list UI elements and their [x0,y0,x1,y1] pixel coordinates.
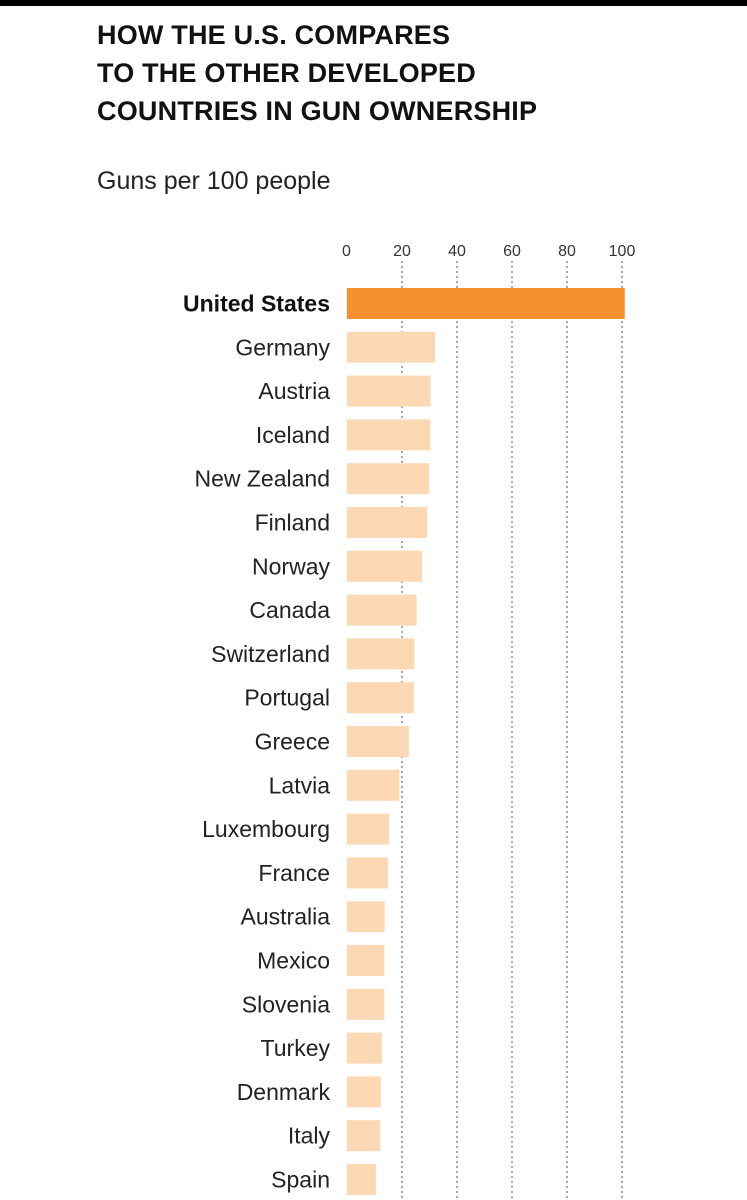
category-label-mexico: Mexico [257,948,330,974]
bar-latvia [347,769,400,801]
category-label-denmark: Denmark [237,1079,331,1105]
category-label-italy: Italy [288,1123,331,1149]
category-label-slovenia: Slovenia [242,991,330,1017]
category-label-spain: Spain [271,1167,330,1193]
bar-turkey [347,1032,382,1064]
category-label-switzerland: Switzerland [211,641,330,667]
category-label-latvia: Latvia [269,772,331,798]
category-label-norway: Norway [252,553,330,579]
chart-title: HOW THE U.S. COMPARES TO THE OTHER DEVEL… [97,20,538,126]
category-label-austria: Austria [258,378,330,404]
bar-austria [347,375,431,407]
bar-spain [347,1164,376,1195]
category-labels: United States Germany Austria Iceland New Ze… [183,291,330,1193]
category-label-turkey: Turkey [261,1035,331,1061]
category-label-finland: Finland [255,510,330,536]
bar-greece [347,726,409,757]
category-label-new-zealand: New Zealand [194,466,330,492]
bar-iceland [347,419,431,451]
bar-luxembourg [347,813,390,845]
gridlines [401,261,623,1200]
category-label-portugal: Portugal [244,685,330,711]
bar-mexico [347,945,385,976]
bar-denmark [347,1076,381,1108]
bar-chart: 0 20 40 60 80 100 United States Germany Austria… [183,243,635,1200]
category-label-germany: Germany [235,334,330,360]
chart-subtitle: Guns per 100 people [97,167,331,195]
x-tick-label-20: 20 [393,243,411,260]
x-tick-label-100: 100 [609,243,636,260]
bar-united-states [347,288,625,319]
bar-france [347,857,388,889]
category-label-canada: Canada [249,597,330,623]
bar-norway [347,550,423,582]
bar-italy [347,1120,381,1152]
bar-switzerland [347,638,415,670]
category-label-iceland: Iceland [256,422,330,448]
category-label-luxembourg: Luxembourg [202,816,330,842]
bars [347,288,625,1195]
x-tick-label-40: 40 [448,243,466,260]
category-label-greece: Greece [255,729,330,755]
x-axis-ticks: 0 20 40 60 80 100 [342,243,635,260]
bar-germany [347,331,435,363]
bar-finland [347,507,428,538]
category-label-united-states: United States [183,291,330,317]
bar-slovenia [347,988,385,1020]
bar-canada [347,594,417,626]
bar-portugal [347,682,414,714]
top-rule [0,0,747,6]
x-tick-label-60: 60 [503,243,521,260]
category-label-france: France [258,860,330,886]
x-tick-label-80: 80 [558,243,576,260]
x-tick-label-0: 0 [342,243,351,260]
bar-australia [347,901,385,933]
bar-new-zealand [347,463,429,495]
category-label-australia: Australia [241,904,331,930]
